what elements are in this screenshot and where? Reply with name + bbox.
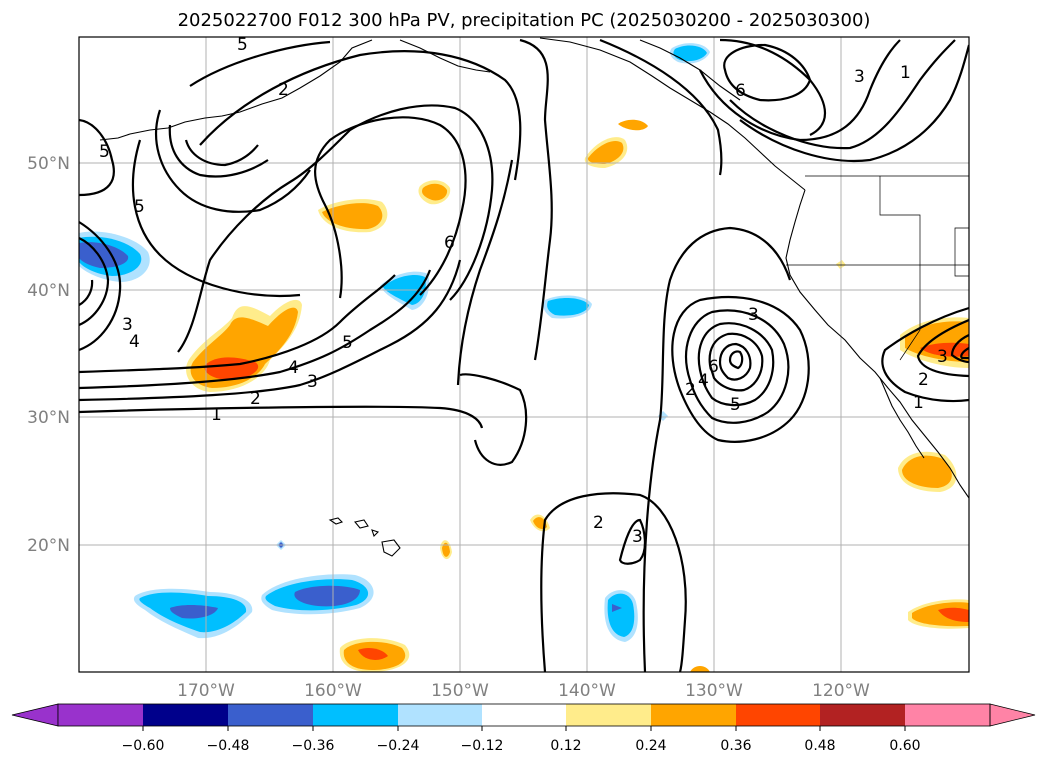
lat-label: 20°N (27, 536, 70, 556)
precip-shading (79, 43, 969, 672)
contour-labels: 5 2 6 5 3 1 5 2 3 4 6 5 4 3 2 1 3 6 4 5 … (99, 35, 948, 547)
colorbar-tick-label: −0.60 (122, 738, 165, 754)
political-borders (786, 175, 969, 361)
colorbar-bin (398, 704, 482, 726)
contour-label: 5 (99, 142, 110, 162)
colorbar-tick-label: −0.12 (461, 738, 504, 754)
contour-label: 5 (342, 333, 353, 353)
contour-label: 6 (708, 357, 719, 377)
colorbar-bin (736, 704, 820, 726)
contour-label: 5 (730, 395, 741, 415)
colorbar-bin (228, 704, 313, 726)
contour-label: 4 (288, 358, 299, 378)
colorbar-bin (651, 704, 736, 726)
colorbar-tick-label: −0.24 (377, 738, 420, 754)
colorbar-bin (58, 704, 143, 726)
colorbar-tick-label: 0.24 (635, 738, 666, 754)
lat-label: 30°N (27, 408, 70, 428)
contour-label: 5 (237, 35, 248, 55)
lon-label: 140°W (558, 681, 616, 701)
contour-label: 3 (854, 67, 865, 87)
colorbar-tick-label: 0.60 (889, 738, 920, 754)
contour-label: 3 (937, 347, 948, 367)
colorbar-tick-label: 0.48 (804, 738, 835, 754)
colorbar-bin (143, 704, 228, 726)
contour-label: 2 (685, 380, 696, 400)
contour-label: 3 (748, 305, 759, 325)
colorbar-extend-high (989, 703, 1036, 727)
colorbar-bin (905, 704, 990, 726)
contour-label: 5 (134, 197, 145, 217)
colorbar-tick-label: 0.12 (550, 738, 581, 754)
contour-label: 6 (735, 81, 746, 101)
colorbar-bin (566, 704, 651, 726)
latitude-labels: 50°N 40°N 30°N 20°N (27, 154, 70, 556)
pv-contours (79, 38, 969, 672)
colorbar-ticks (142, 726, 906, 731)
colorbar-bin (313, 704, 398, 726)
contour-label: 3 (307, 372, 318, 392)
lon-label: 120°W (812, 681, 870, 701)
contour-label: 4 (698, 371, 709, 391)
colorbar-bin (482, 704, 566, 726)
lon-label: 160°W (304, 681, 362, 701)
colorbar-tick-label: −0.36 (292, 738, 335, 754)
colorbar: −0.60 −0.48 −0.36 −0.24 −0.12 0.12 0.24 … (11, 703, 1036, 754)
contour-label: 4 (129, 332, 140, 352)
contour-label: 3 (632, 527, 643, 547)
contour-label: 1 (211, 405, 222, 425)
contour-label: 2 (278, 80, 289, 100)
map-frame (78, 36, 970, 673)
contour-label: 2 (593, 513, 604, 533)
contour-label: 1 (913, 393, 924, 413)
contour-label: 2 (918, 370, 929, 390)
lat-label: 50°N (27, 154, 70, 174)
colorbar-tick-label: 0.36 (720, 738, 751, 754)
colorbar-extend-low (11, 703, 59, 727)
longitude-labels: 170°W 160°W 150°W 140°W 130°W 120°W (177, 681, 870, 701)
contour-label: 1 (900, 63, 911, 83)
lon-label: 150°W (431, 681, 489, 701)
figure-title: 2025022700 F012 300 hPa PV, precipitatio… (178, 10, 871, 31)
contour-label: 3 (122, 315, 133, 335)
contour-label: 6 (444, 233, 455, 253)
lat-label: 40°N (27, 281, 70, 301)
colorbar-bin (820, 704, 905, 726)
colorbar-tick-label: −0.48 (207, 738, 250, 754)
contour-label: 2 (250, 389, 261, 409)
lon-label: 170°W (177, 681, 235, 701)
coastlines (99, 37, 969, 557)
lon-label: 130°W (685, 681, 743, 701)
